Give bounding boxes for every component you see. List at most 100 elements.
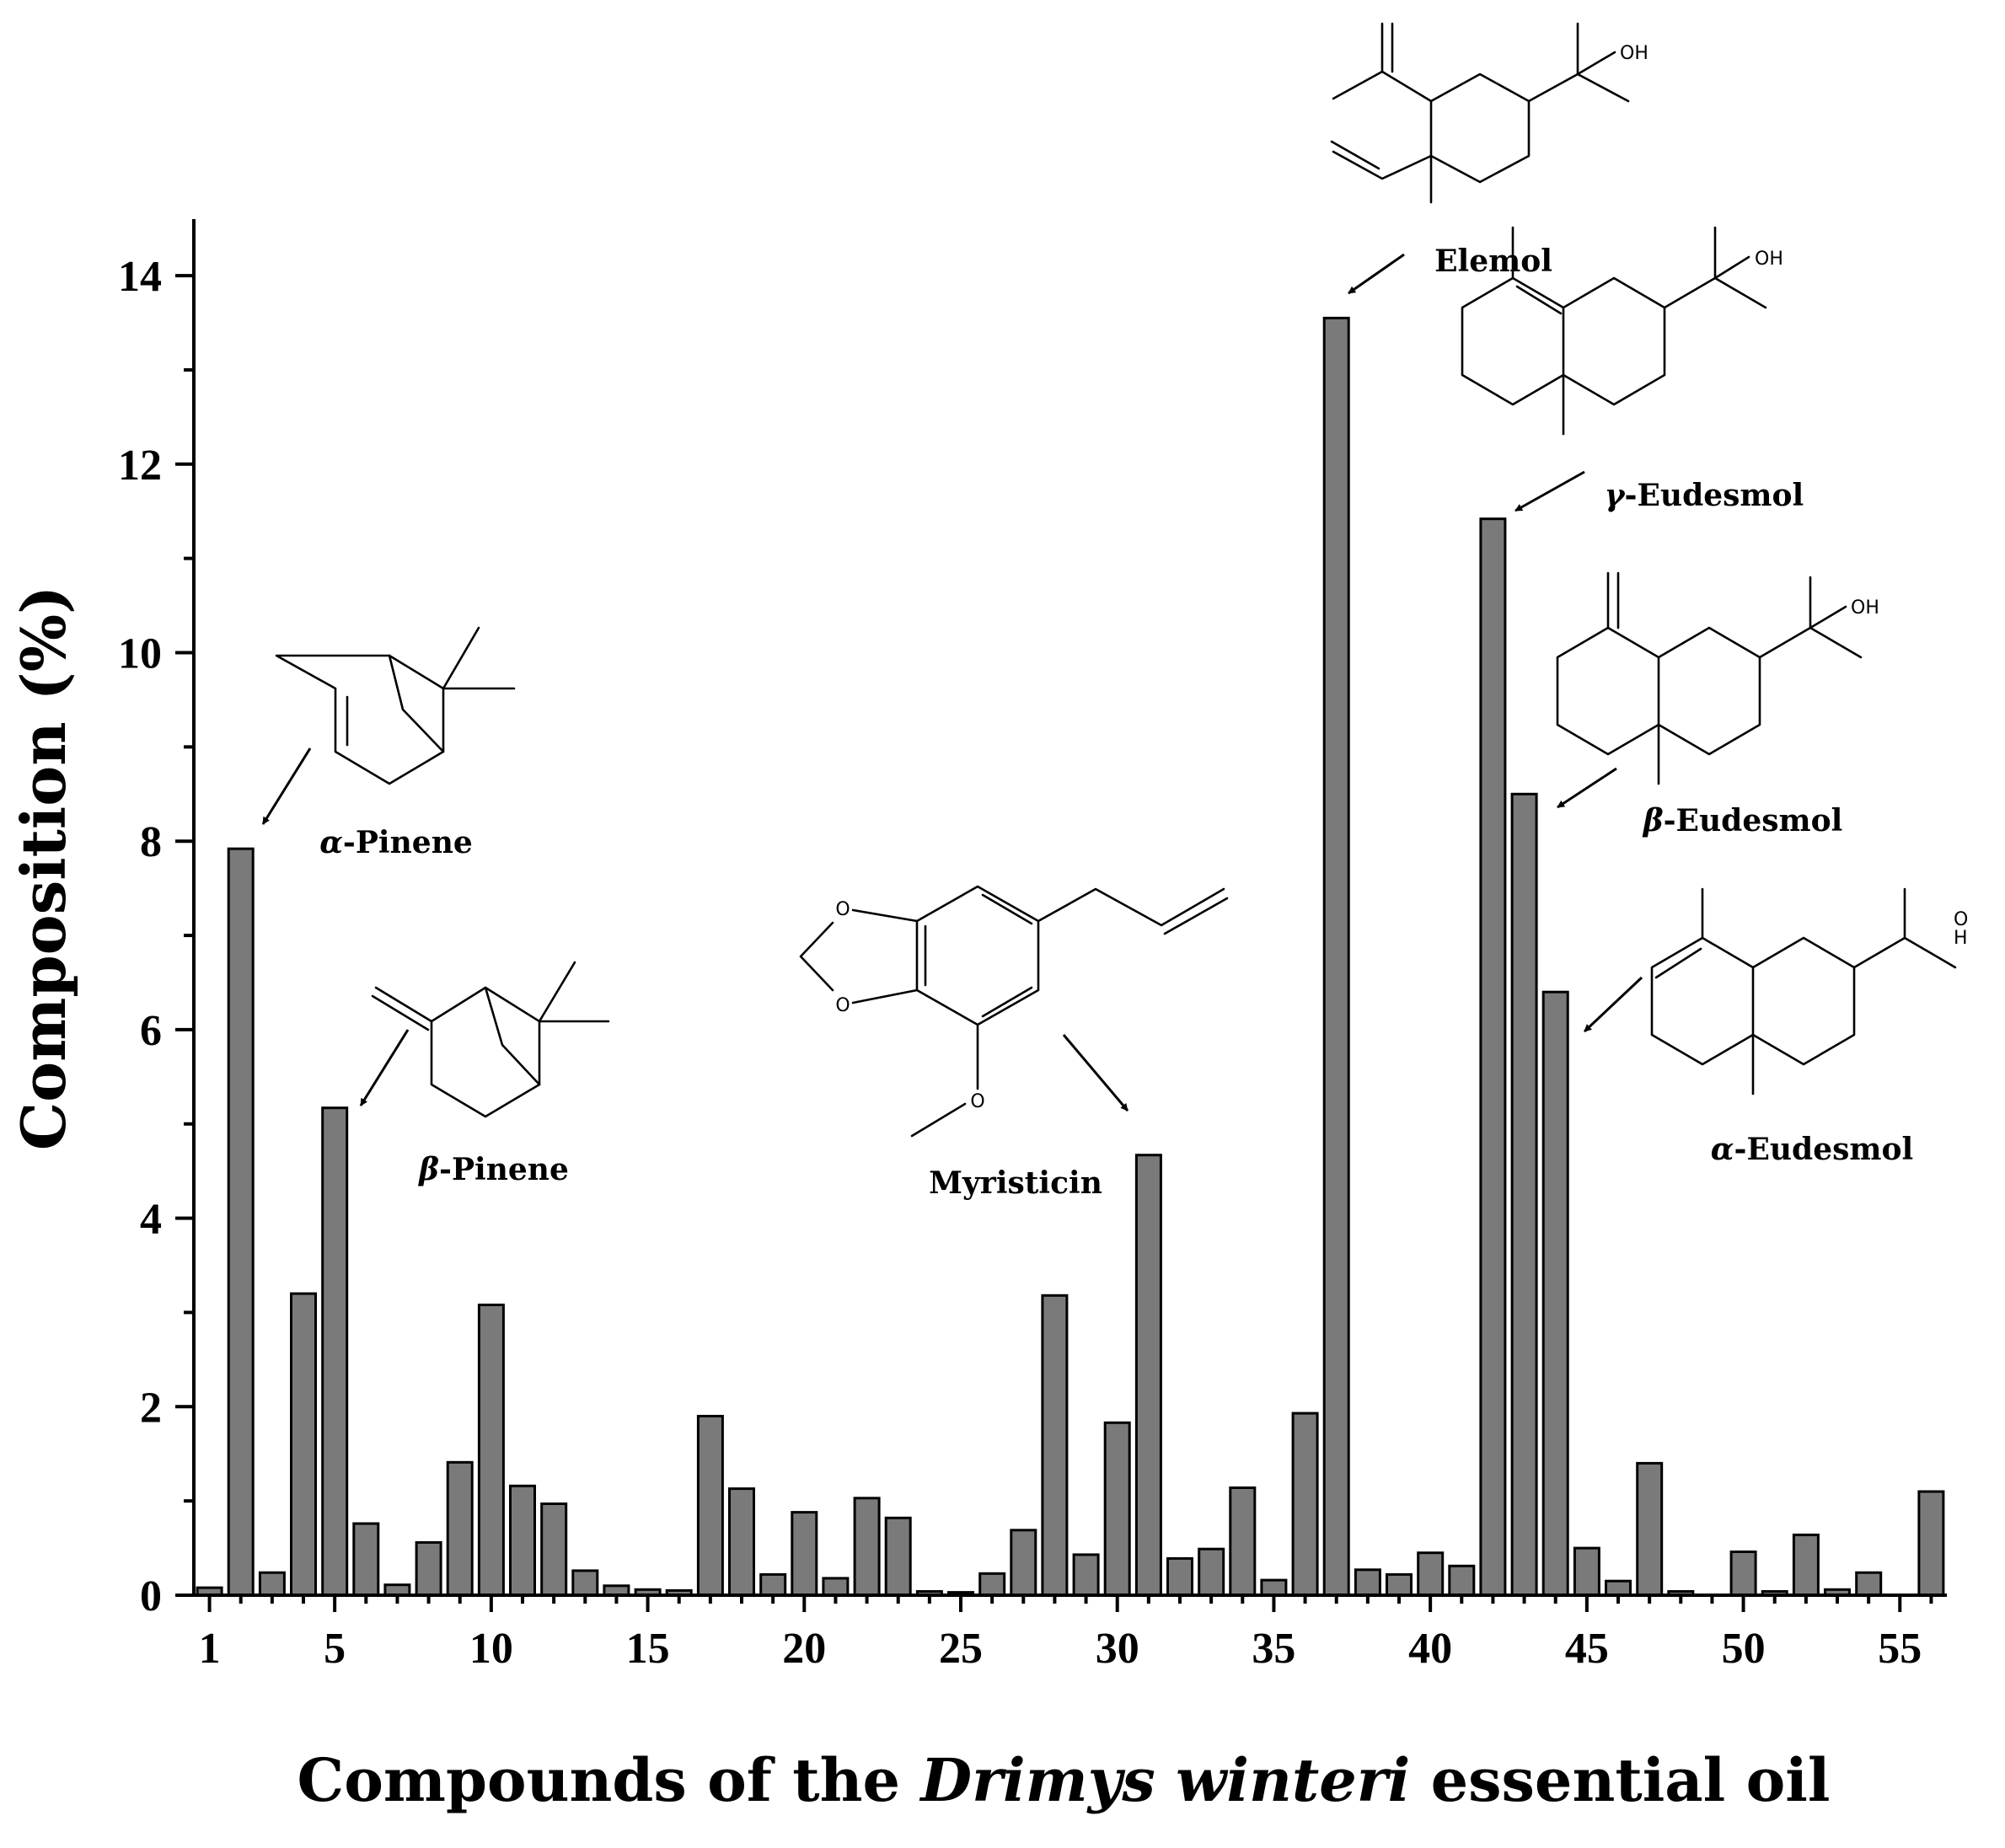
annotation-greek: γ [1605, 478, 1627, 513]
x-tick-label-40: 40 [1408, 1625, 1452, 1673]
x-tick-label-30: 30 [1096, 1625, 1139, 1673]
y-tick-label-0: 0 [140, 1572, 162, 1620]
bar-compound-4 [290, 1292, 317, 1597]
bar-compound-47 [1636, 1461, 1664, 1597]
structure-hydroxyl-1: OH [1620, 43, 1648, 64]
annotation-greek: α [319, 825, 343, 860]
annotation-name: -Eudesmol [1664, 803, 1843, 838]
structure-hydroxyl-o: O [1954, 909, 1968, 930]
structure-oxygen-2: O [835, 995, 850, 1016]
x-axis-label-part: essential oil [1410, 1745, 1830, 1815]
x-tick-label-1: 1 [199, 1625, 221, 1673]
x-axis-label: Compounds of the Drimys winteri essentia… [298, 1745, 1831, 1815]
annotation-alpha-pinene: α-Pinene [319, 825, 473, 860]
annotation-name: Myristicin [929, 1165, 1102, 1201]
annotation-greek: β [1642, 803, 1664, 838]
bar-compound-3 [258, 1571, 286, 1597]
elemol-structure: OH [1330, 22, 1648, 204]
bar-compound-10 [477, 1304, 505, 1597]
bar-compound-34 [1229, 1486, 1257, 1597]
x-tick-label-10: 10 [469, 1625, 513, 1673]
bar-compound-38 [1354, 1568, 1381, 1597]
alpha-pinene-structure [275, 626, 516, 785]
bar-compound-39 [1386, 1572, 1413, 1597]
bar-compound-19 [759, 1572, 787, 1597]
y-tick-label-14: 14 [118, 253, 162, 301]
bar-compound-2 [227, 847, 255, 1597]
annotation-myristicin: Myristicin [929, 1165, 1102, 1201]
bar-compound-31 [1134, 1154, 1162, 1597]
bar-compound-32 [1166, 1556, 1193, 1597]
bar-compound-6 [352, 1522, 380, 1597]
annotation-alpha-eudesmol: α-Eudesmol [1711, 1132, 1913, 1167]
bar-compound-9 [446, 1460, 474, 1597]
annotation-beta-pinene: β-Pinene [417, 1152, 569, 1187]
bar-compound-35 [1260, 1578, 1288, 1597]
bar-compound-18 [728, 1487, 755, 1597]
bar-compound-21 [822, 1577, 850, 1597]
x-tick-label-25: 25 [939, 1625, 983, 1673]
bar-compound-33 [1198, 1547, 1225, 1597]
bar-compound-13 [571, 1569, 599, 1597]
y-tick-label-6: 6 [140, 1007, 162, 1055]
bar-compound-22 [853, 1497, 881, 1597]
annotation-greek: α [1711, 1132, 1734, 1167]
x-tick-label-15: 15 [626, 1625, 670, 1673]
bar-compound-36 [1291, 1411, 1319, 1597]
bar-compound-56 [1917, 1490, 1945, 1597]
structure-hydroxyl-h: H [1954, 928, 1968, 949]
bar-compound-54 [1855, 1571, 1883, 1597]
structure-hydroxyl-2: OH [1755, 249, 1783, 270]
bar-compound-41 [1448, 1564, 1476, 1597]
x-axis-label-part: Drimys winteri [919, 1745, 1410, 1815]
structure-hydroxyl-3: OH [1851, 597, 1879, 619]
x-tick-label-35: 35 [1252, 1625, 1295, 1673]
bar-compound-52 [1792, 1533, 1820, 1597]
bar-compound-17 [696, 1415, 724, 1597]
x-tick-label-55: 55 [1878, 1625, 1922, 1673]
annotation-elemol: Elemol [1434, 244, 1552, 279]
y-tick-label-2: 2 [140, 1384, 162, 1432]
bar-compound-40 [1417, 1551, 1445, 1597]
alpha-eudesmol-structure: O H [1650, 887, 1968, 1095]
y-tick-label-4: 4 [140, 1196, 162, 1244]
annotation-name: -Eudesmol [1625, 478, 1804, 513]
annotation-name: -Pinene [439, 1152, 569, 1187]
myristicin-structure: O O O [799, 885, 1229, 1138]
annotation-name: -Eudesmol [1734, 1132, 1914, 1167]
bar-compound-46 [1605, 1579, 1632, 1597]
x-tick-label-50: 50 [1722, 1625, 1766, 1673]
y-tick-label-8: 8 [140, 818, 162, 866]
structure-oxygen-1: O [835, 899, 850, 920]
bar-compound-27 [1010, 1529, 1037, 1597]
annotation-gamma-eudesmol: γ-Eudesmol [1605, 478, 1804, 513]
bar-compound-30 [1103, 1421, 1131, 1597]
x-axis-label-part: Compounds of the [298, 1745, 921, 1815]
bar-compound-50 [1729, 1551, 1757, 1597]
structure-oxygen-3: O [970, 1091, 984, 1112]
annotation-name: Elemol [1434, 244, 1552, 279]
annotation-name: -Pinene [343, 825, 473, 860]
y-axis-label: Composition (%) [8, 586, 79, 1150]
bar-compound-8 [415, 1540, 442, 1597]
bar-compound-37 [1322, 316, 1350, 1597]
bar-compound-29 [1072, 1553, 1100, 1597]
bar-compound-45 [1573, 1546, 1600, 1597]
gamma-eudesmol-structure: OH [1461, 226, 1783, 436]
x-tick-label-5: 5 [324, 1625, 346, 1673]
bar-compound-28 [1041, 1294, 1069, 1597]
bar-compound-42 [1479, 517, 1507, 1597]
axes [175, 219, 1947, 1612]
annotation-beta-eudesmol: β-Eudesmol [1642, 803, 1843, 838]
x-tick-label-45: 45 [1565, 1625, 1609, 1673]
bar-compound-20 [791, 1511, 818, 1597]
y-tick-label-10: 10 [118, 630, 162, 678]
annotation-greek: β [417, 1152, 439, 1187]
bar-compound-44 [1541, 990, 1569, 1597]
bar-compound-23 [884, 1516, 912, 1597]
y-tick-label-12: 12 [118, 442, 162, 490]
compound-annotations: α-Pinene β-Pinene Myristicin Elemol γ-Eu… [261, 244, 1913, 1201]
bar-compound-43 [1510, 792, 1538, 1597]
